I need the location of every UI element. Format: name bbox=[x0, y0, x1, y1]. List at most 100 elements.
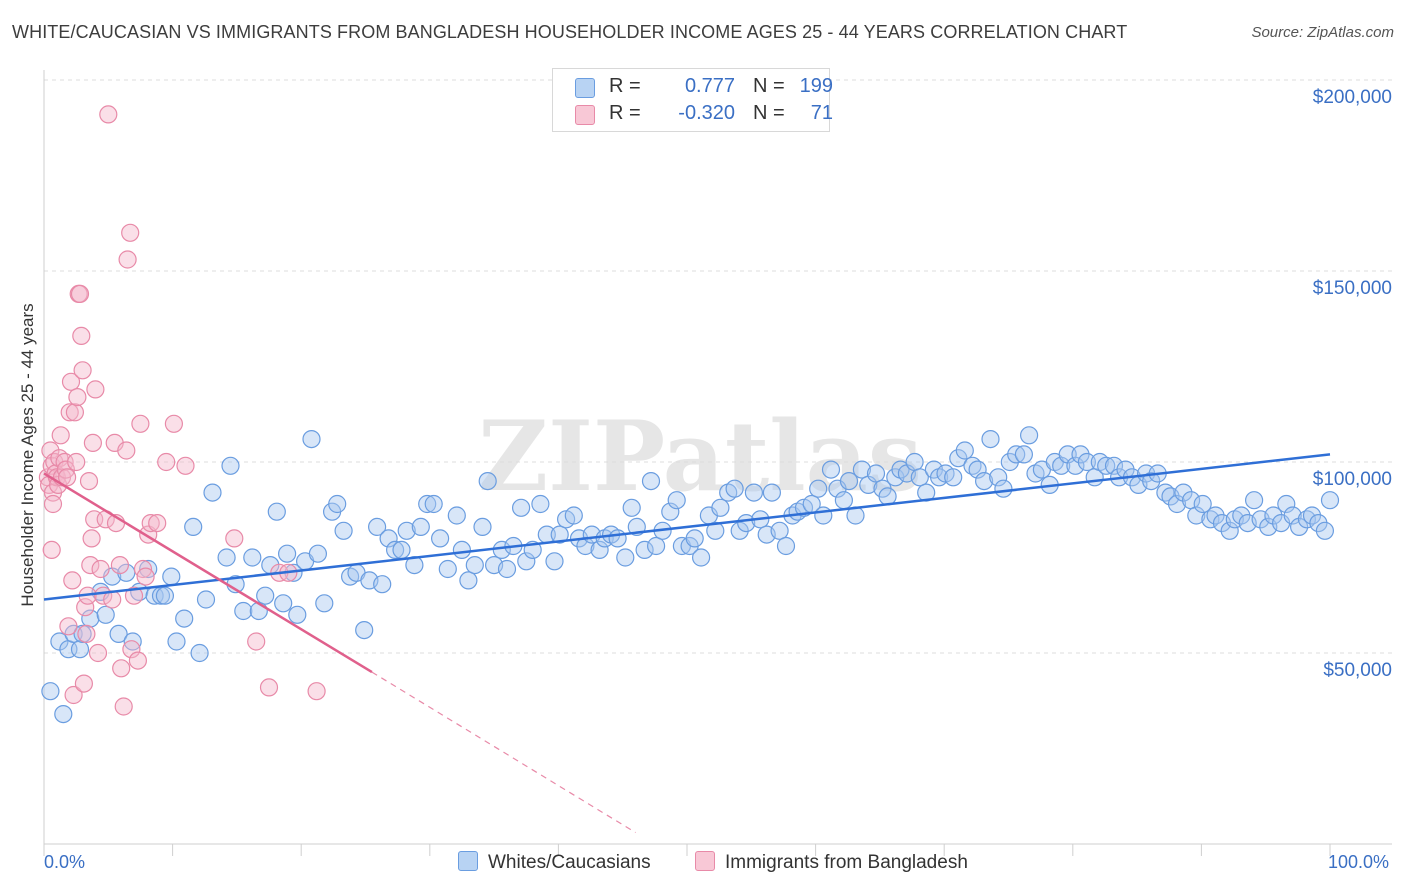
whites-point bbox=[1315, 521, 1335, 540]
whites-point bbox=[308, 544, 327, 563]
bangladesh-point bbox=[118, 250, 137, 269]
whites-point bbox=[334, 521, 353, 540]
whites-point bbox=[123, 632, 142, 651]
whites-point bbox=[424, 494, 443, 514]
whites-point bbox=[1174, 483, 1193, 502]
whites-point bbox=[852, 460, 872, 479]
whites-point bbox=[203, 483, 222, 502]
y-tick-label-50k: $50,000 bbox=[1323, 660, 1392, 681]
whites-point bbox=[302, 430, 321, 449]
legend-item-whites: Whites/Caucasians bbox=[458, 851, 651, 874]
whites-point bbox=[1142, 472, 1161, 491]
whites-point bbox=[866, 464, 886, 483]
whites-point bbox=[438, 559, 457, 579]
whites-point bbox=[431, 529, 450, 548]
whites-point bbox=[608, 529, 627, 548]
y-tick-label-150k: $150,000 bbox=[1312, 278, 1392, 299]
bangladesh-point bbox=[82, 529, 101, 548]
whites-trend-line bbox=[43, 453, 1331, 601]
whites-point bbox=[184, 517, 203, 537]
bangladesh-point bbox=[81, 555, 100, 575]
whites-point bbox=[196, 590, 216, 609]
legend-r-value: 0.777 bbox=[684, 75, 735, 97]
correlation-legend: R = 0.777 N = 199 R = -0.320 N = 71 bbox=[552, 68, 833, 132]
whites-point bbox=[465, 555, 484, 575]
whites-point bbox=[447, 506, 466, 525]
whites-point bbox=[234, 601, 253, 621]
legend-swatch-bangladesh bbox=[695, 851, 715, 871]
whites-point bbox=[622, 498, 641, 517]
series-whites-points bbox=[41, 426, 1340, 724]
whites-point bbox=[661, 502, 680, 521]
whites-point bbox=[54, 704, 73, 724]
whites-point bbox=[397, 521, 416, 540]
whites-point bbox=[221, 456, 240, 475]
whites-point bbox=[545, 552, 564, 571]
whites-point bbox=[1244, 491, 1264, 510]
legend-swatch-whites bbox=[575, 78, 595, 98]
bangladesh-point bbox=[59, 617, 78, 636]
whites-point bbox=[834, 491, 854, 510]
bangladesh-point bbox=[114, 697, 133, 716]
bangladesh-point bbox=[70, 284, 90, 303]
whites-point bbox=[274, 594, 293, 613]
bangladesh-point bbox=[259, 678, 279, 697]
watermark: ZIPatlas bbox=[478, 400, 922, 513]
whites-point bbox=[955, 441, 974, 460]
whites-point bbox=[411, 517, 430, 537]
whites-point bbox=[910, 468, 929, 487]
bangladesh-point bbox=[225, 529, 244, 548]
bangladesh-point bbox=[117, 441, 136, 460]
whites-point bbox=[473, 517, 492, 537]
bangladesh-point bbox=[76, 598, 95, 617]
whites-point bbox=[392, 540, 411, 560]
whites-point bbox=[1283, 506, 1302, 525]
whites-point bbox=[243, 548, 262, 567]
bangladesh-point bbox=[148, 513, 167, 533]
whites-point bbox=[175, 609, 194, 628]
x-tick-label-max: 100.0% bbox=[1328, 852, 1390, 872]
bangladesh-point bbox=[247, 632, 266, 651]
bangladesh-point bbox=[43, 494, 63, 514]
bangladesh-point bbox=[77, 624, 96, 644]
legend-swatch-whites bbox=[458, 851, 478, 871]
bangladesh-point bbox=[64, 685, 83, 705]
whites-point bbox=[706, 521, 725, 540]
whites-point bbox=[452, 540, 471, 560]
y-tick-label-200k: $200,000 bbox=[1312, 87, 1392, 108]
whites-point bbox=[1167, 494, 1187, 514]
legend-n-label: N = bbox=[753, 102, 785, 124]
whites-point bbox=[744, 483, 764, 502]
bangladesh-point bbox=[121, 223, 140, 242]
whites-point bbox=[635, 540, 654, 560]
bangladesh-point bbox=[99, 105, 118, 124]
whites-point bbox=[355, 620, 374, 640]
whites-point bbox=[685, 529, 704, 548]
bangladesh-point bbox=[60, 403, 79, 422]
bangladesh-point bbox=[57, 468, 77, 487]
whites-point bbox=[328, 494, 347, 514]
whites-point bbox=[1302, 506, 1322, 525]
legend-swatch-bangladesh bbox=[575, 105, 595, 125]
whites-point bbox=[762, 483, 782, 502]
whites-point bbox=[256, 586, 275, 605]
whites-point bbox=[373, 575, 392, 594]
whites-point bbox=[1019, 426, 1039, 445]
whites-point bbox=[1264, 506, 1283, 525]
whites-point bbox=[1277, 494, 1296, 514]
whites-point bbox=[41, 682, 60, 701]
whites-point bbox=[267, 502, 286, 521]
gridlines bbox=[44, 79, 1392, 654]
bangladesh-point bbox=[63, 571, 82, 590]
whites-point bbox=[564, 506, 583, 525]
bangladesh-point bbox=[176, 456, 195, 475]
whites-point bbox=[711, 498, 730, 517]
whites-point bbox=[1071, 445, 1090, 464]
whites-point bbox=[1014, 445, 1034, 464]
whites-point bbox=[217, 548, 236, 567]
whites-point bbox=[190, 643, 209, 663]
whites-point bbox=[155, 586, 174, 605]
whites-point bbox=[1187, 506, 1206, 525]
whites-point bbox=[641, 472, 661, 491]
